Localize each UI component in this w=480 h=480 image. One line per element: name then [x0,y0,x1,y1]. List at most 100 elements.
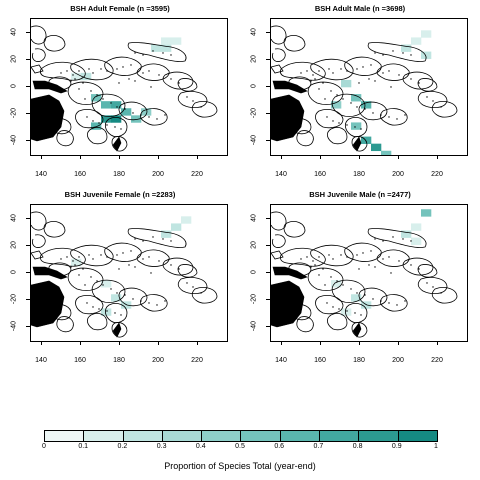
island-dot [314,78,316,80]
island-dot [392,236,394,238]
island-dot [178,268,180,270]
eez-boundary [367,42,427,62]
island-dot [364,108,366,110]
island-dot [322,82,324,84]
island-dot [390,272,392,274]
heatmap-cell [101,115,112,123]
eez-boundary [177,277,208,295]
legend-swatch [241,431,281,441]
eez-boundary [91,279,126,303]
island-dot [106,310,108,312]
eez-boundary [417,277,448,295]
heatmap-cell [371,143,382,152]
eez-boundary [39,61,86,81]
eez-boundary [139,108,168,126]
island-dot [404,114,406,116]
x-tick-label: 220 [191,171,203,178]
island-dot [354,126,356,128]
y-tick-label: 20 [10,55,18,63]
island-dot [326,116,328,118]
heatmap-cell [331,101,342,109]
y-tick-mark [266,113,270,114]
y-tick-mark [266,326,270,327]
island-dot [110,102,112,104]
x-tick-mark [281,341,282,345]
eez-boundary [136,63,170,81]
island-dot [164,114,166,116]
island-dot [318,70,320,72]
island-dot [374,52,376,54]
island-dot [310,80,312,82]
island-dot [318,88,320,90]
x-tick-mark [41,155,42,159]
heatmap-cell [351,122,362,130]
island-dot [132,112,134,114]
x-tick-label: 200 [152,357,164,364]
heatmap-cell [101,280,112,288]
island-dot [306,70,308,72]
heatmap-cell [111,101,122,109]
x-tick-mark [119,341,120,345]
island-dot [368,264,370,266]
x-tick-label: 220 [431,357,443,364]
island-dot [66,256,68,258]
island-dot [170,78,172,80]
island-dot [346,310,348,312]
y-tick-label: 0 [250,84,258,88]
island-dot [306,256,308,258]
y-tick-mark [26,299,30,300]
eez-boundary [39,247,86,267]
x-tick-mark [398,155,399,159]
island-dot [142,258,144,260]
eez-boundary [279,247,326,267]
eez-boundary [136,249,170,267]
island-dot [368,78,370,80]
y-tick-label: -40 [10,134,18,146]
heatmap-cell [401,44,412,52]
eez-boundary [127,42,187,62]
island-dot [156,304,158,306]
y-tick-mark [26,140,30,141]
y-tick-label: 0 [10,84,18,88]
island-dot [140,114,142,116]
x-tick-mark [359,155,360,159]
legend-swatch [162,431,203,441]
island-dot [432,100,434,102]
map-plot-area [270,204,468,342]
island-dot [356,68,358,70]
heatmap-cell [361,136,372,144]
island-dot [162,52,164,54]
eez-boundary [104,242,142,262]
eez-boundary [344,242,382,262]
x-tick-label: 140 [35,171,47,178]
panel-title: BSH Adult Female (n =3595) [70,4,170,13]
eez-boundary [307,267,344,291]
new-zealand-landmass [112,322,122,338]
eez-boundary [127,228,187,248]
eez-boundary [402,257,434,276]
eez-boundary [310,58,354,81]
eez-boundary [118,101,148,121]
island-dot [120,314,122,316]
x-tick-label: 200 [152,171,164,178]
island-dot [398,260,400,262]
x-tick-mark [359,341,360,345]
x-tick-mark [41,341,42,345]
x-tick-label: 160 [74,357,86,364]
island-dot [124,294,126,296]
new-guinea-landmass [32,266,68,280]
island-dot [92,120,94,122]
y-tick-mark [26,326,30,327]
philippines-islands [271,25,287,74]
y-tick-label: 40 [10,214,18,222]
heatmap-cell [131,115,142,123]
x-tick-label: 160 [74,171,86,178]
eez-boundary [139,294,168,312]
eez-boundary [358,101,388,121]
island-dot [186,96,188,98]
heatmap-cell [171,223,182,231]
map-panel: BSH Juvenile Male (n =2477) 140 160 180 200 2… [240,186,480,386]
island-dot [170,54,172,56]
y-tick-label: -20 [10,293,18,305]
y-tick-mark [266,299,270,300]
